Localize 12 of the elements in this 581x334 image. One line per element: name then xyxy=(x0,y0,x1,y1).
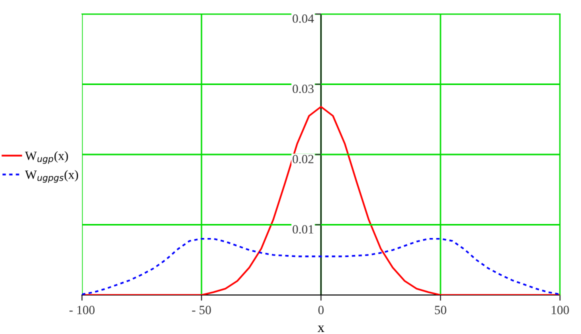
y-tick-label: 0.03 xyxy=(292,84,314,94)
legend-label: W$_{ugp}$(x) xyxy=(25,151,68,164)
legend-label: W$_{ugpgs}$(x) xyxy=(25,170,78,183)
y-tick-label: 0.01 xyxy=(292,225,314,234)
x-tick-label: - 100 xyxy=(69,306,95,314)
x-tick-label: 50 xyxy=(434,306,446,314)
x-tick-label: 0 xyxy=(318,306,324,314)
x-tick-label: 100 xyxy=(552,306,569,314)
x-tick-label: - 50 xyxy=(192,306,211,314)
y-tick-label: 0.04 xyxy=(292,14,314,23)
y-tick-label: 0.02 xyxy=(292,154,314,164)
x-axis-title: x xyxy=(318,326,324,332)
